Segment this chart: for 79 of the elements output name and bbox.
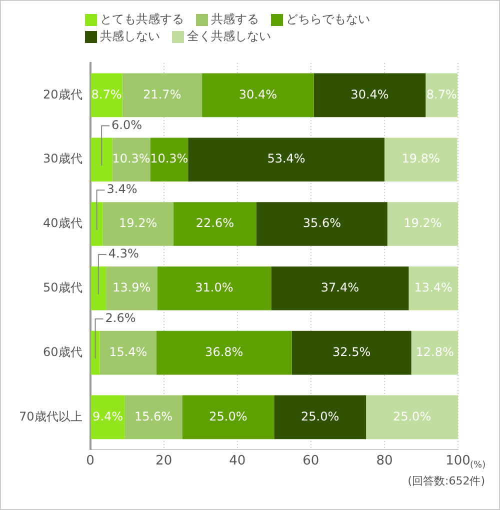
x-tick-label: 60 (302, 454, 320, 469)
bar (102, 202, 174, 246)
data-label: 36.8% (205, 344, 244, 359)
data-label: 21.7% (143, 87, 182, 102)
text: (%) (470, 460, 486, 471)
data-label: 32.5% (332, 344, 371, 359)
y-tick-label: 40歳代 (42, 216, 82, 230)
data-label: 15.6% (134, 409, 173, 424)
legend-label: とても共感する (100, 11, 184, 28)
legend-label: 共感しない (100, 28, 160, 45)
bar (100, 330, 156, 375)
bar (188, 138, 384, 182)
bar (292, 330, 412, 375)
data-label: 4.3% (108, 246, 139, 261)
x-tick-label: 40 (229, 454, 246, 469)
data-label: 53.4% (267, 152, 306, 166)
data-label: 12.8% (416, 344, 454, 359)
data-label: 9.4% (92, 409, 124, 424)
data-label: 25.0% (209, 409, 248, 424)
bar (90, 330, 100, 375)
legend-label: 共感する (211, 11, 259, 28)
data-label: 13.9% (112, 280, 151, 295)
bar (173, 202, 256, 246)
y-tick-label: 30歳代 (42, 152, 82, 166)
data-label: 8.7% (426, 87, 457, 102)
data-label: 30.4% (350, 87, 389, 102)
data-label: 30.4% (238, 87, 278, 102)
bar (112, 138, 150, 182)
bar (124, 395, 182, 440)
legend-label: どちらでもない (286, 11, 370, 28)
bar (366, 395, 458, 440)
bar (157, 266, 272, 310)
y-tick-label: 20歳代 (42, 87, 82, 102)
data-label: 13.4% (414, 280, 452, 295)
bar (90, 73, 122, 118)
bar (387, 202, 458, 246)
data-label: 25.0% (301, 409, 340, 424)
bar (202, 73, 314, 118)
bar (271, 266, 409, 310)
bar (150, 138, 188, 182)
data-label: 15.4% (109, 344, 148, 359)
data-label: 31.0% (195, 280, 234, 295)
bar (274, 395, 366, 440)
data-label: 25.0% (392, 409, 432, 424)
data-label: 19.2% (404, 216, 442, 230)
bar (426, 73, 458, 118)
data-label: 19.8% (402, 152, 440, 166)
data-label: 37.4% (320, 280, 360, 295)
bar (411, 330, 458, 375)
bar (106, 266, 158, 310)
data-label: 19.2% (119, 216, 158, 230)
data-label: 3.4% (106, 182, 138, 196)
y-tick-label: 70歳代以上 (18, 409, 82, 424)
bar (384, 138, 458, 182)
bar (90, 202, 103, 246)
bar (122, 73, 202, 118)
text: (回答数:652件) (408, 474, 485, 488)
bar (314, 73, 426, 118)
y-tick-label: 50歳代 (42, 280, 82, 295)
bar (156, 330, 292, 375)
data-label: 2.6% (105, 311, 136, 326)
data-label: 10.3% (112, 152, 150, 166)
data-label: 6.0% (112, 118, 142, 132)
bar (90, 138, 112, 182)
x-tick-label: 80 (376, 454, 393, 469)
data-label: 35.6% (302, 216, 341, 230)
bar (182, 395, 274, 440)
y-tick-label: 60歳代 (42, 344, 82, 359)
legend-label: 全く共感しない (187, 28, 271, 45)
bar (90, 266, 106, 310)
bar (408, 266, 458, 310)
x-tick-label: 0 (86, 454, 94, 469)
bar (90, 395, 125, 440)
bar (256, 202, 388, 246)
data-label: 8.7% (91, 87, 122, 102)
data-label: 10.3% (150, 152, 188, 166)
x-tick-label: 20 (156, 454, 172, 469)
data-label: 22.6% (196, 216, 234, 230)
x-tick-label: 100 (446, 454, 470, 469)
